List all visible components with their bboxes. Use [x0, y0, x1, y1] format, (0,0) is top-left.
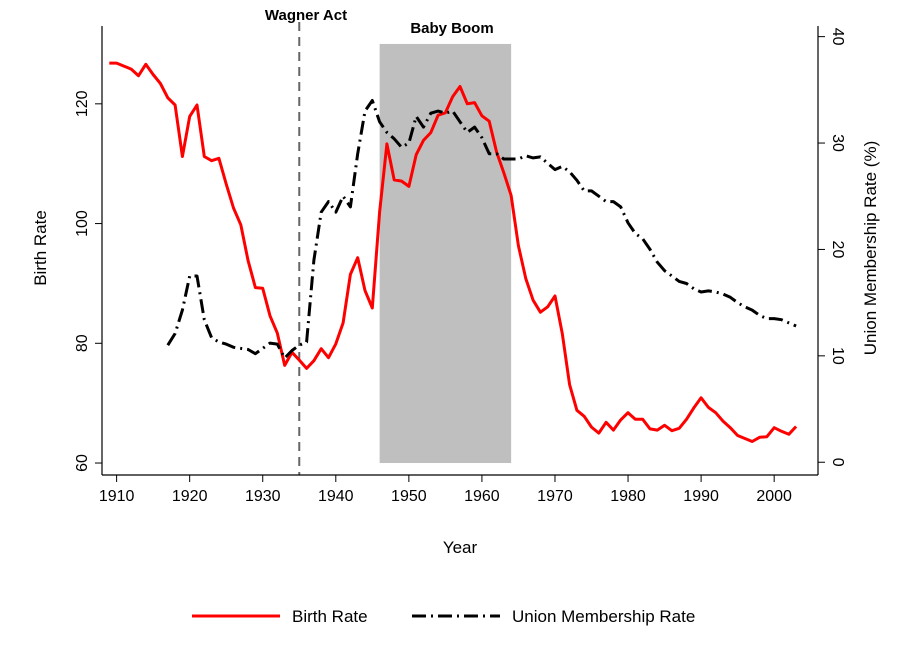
x-tick-label: 1970	[537, 488, 573, 505]
legend-label-birth-rate: Birth Rate	[292, 607, 368, 626]
annotation-baby-boom: Baby Boom	[410, 20, 493, 37]
series-layer	[109, 61, 798, 443]
annotation-wagner-act: Wagner Act	[265, 7, 347, 24]
y-left-tick-label: 80	[74, 334, 91, 352]
y-right-tick-label: 0	[829, 458, 846, 467]
x-tick-label: 1910	[99, 488, 135, 505]
x-tick-label: 1990	[683, 488, 719, 505]
legend-label-union-membership-rate: Union Membership Rate	[512, 607, 695, 626]
x-tick-label: 2000	[756, 488, 792, 505]
y-axis-right-title: Union Membership Rate (%)	[861, 141, 880, 355]
y-right-tick-label: 40	[829, 28, 846, 46]
x-tick-label: 1920	[172, 488, 208, 505]
x-tick-label: 1950	[391, 488, 427, 505]
x-tick-label: 1960	[464, 488, 500, 505]
axes-layer: 1910 1920 1930 1940 1950 1960 1970 1980 1990 2000…	[74, 26, 846, 505]
y-left-tick-label: 120	[74, 90, 91, 117]
x-tick-label: 1940	[318, 488, 354, 505]
x-tick-label: 1980	[610, 488, 646, 505]
x-axis-title: Year	[443, 538, 478, 557]
series-line-union-membership-rate	[166, 99, 797, 360]
legend: Birth Rate Union Membership Rate	[192, 607, 695, 626]
series-line-birth-rate	[109, 61, 798, 443]
baby-boom-band-layer	[379, 43, 512, 464]
y-right-tick-label: 20	[829, 241, 846, 259]
y-axis-left-title: Birth Rate	[31, 210, 50, 286]
y-left-tick-label: 100	[74, 210, 91, 237]
x-tick-label: 1930	[245, 488, 281, 505]
baby-boom-band	[379, 43, 512, 464]
y-right-tick-label: 30	[829, 134, 846, 152]
y-left-tick-label: 60	[74, 454, 91, 472]
y-right-tick-label: 10	[829, 347, 846, 365]
